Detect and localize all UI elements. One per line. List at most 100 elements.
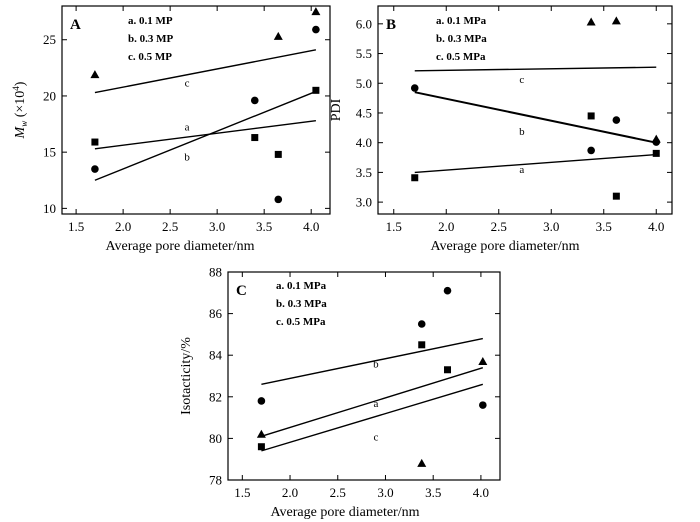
- y-axis-label-A: Mw (×104): [11, 81, 29, 139]
- data-point-square-C: [444, 366, 452, 374]
- x-tick-label-B: 3.0: [543, 219, 559, 234]
- panel-letter-C: C: [236, 283, 247, 299]
- fit-line-C-b: [261, 337, 483, 386]
- y-tick-label-A: 10: [43, 201, 56, 216]
- data-point-circle-C: [479, 401, 487, 409]
- x-tick-label-A: 2.0: [115, 219, 131, 234]
- y-tick-label-C: 88: [209, 265, 222, 280]
- data-point-triangle-B: [611, 16, 621, 25]
- data-point-circle-C: [443, 286, 452, 295]
- y-tick-label-C: 80: [209, 431, 222, 446]
- data-point-square-C: [257, 443, 265, 451]
- x-tick-label-B: 3.5: [596, 219, 612, 234]
- y-label-main: M: [13, 125, 28, 139]
- legend-entry-B: c. 0.5 MPa: [436, 51, 486, 63]
- data-point-square-B: [652, 149, 660, 157]
- data-point-square-B: [612, 192, 620, 200]
- y-tick-label-C: 78: [209, 473, 222, 488]
- data-point-circle-B: [587, 146, 595, 155]
- y-label-sub: w: [19, 121, 29, 127]
- x-tick-label-A: 3.0: [209, 219, 225, 234]
- y-tick-label-B: 3.0: [356, 195, 372, 210]
- x-tick-label-A: 4.0: [303, 219, 319, 234]
- fit-line-C-c: [261, 383, 484, 452]
- x-tick-label-A: 2.5: [162, 219, 178, 234]
- x-tick-label-C: 2.0: [282, 485, 298, 500]
- y-tick-label-A: 20: [43, 88, 56, 103]
- fit-line-label-A: c: [185, 77, 190, 89]
- fit-line-B-c: [414, 66, 657, 72]
- data-point-circle-A: [250, 96, 259, 105]
- fit-line-A-b: [94, 90, 317, 181]
- x-tick-label-B: 2.0: [438, 219, 454, 234]
- y-tick-label-C: 84: [209, 348, 223, 363]
- data-point-triangle-A: [90, 70, 100, 79]
- x-tick-label-C: 1.5: [234, 485, 250, 500]
- fit-line-C-a: [261, 367, 484, 437]
- fit-line-label-B: a: [519, 164, 524, 176]
- panel-C: 1.5 2.0 2.5 3.0 3.5 4.0 78 80 82 84 86 88 Average po…: [179, 265, 501, 520]
- fit-line-B-b: [414, 91, 657, 144]
- x-tick-label-B: 1.5: [386, 219, 402, 234]
- data-point-circle-C: [417, 320, 426, 328]
- legend-entry-C: a. 0.1 MPa: [276, 280, 327, 292]
- data-point-square-A: [251, 134, 259, 142]
- data-point-triangle-B: [586, 17, 596, 26]
- x-tick-label-A: 3.5: [256, 219, 272, 234]
- legend-entry-A: a. 0.1 MP: [128, 15, 173, 27]
- y-tick-label-C: 86: [209, 306, 223, 321]
- data-point-circle-A: [91, 165, 99, 173]
- fit-line-label-A: a: [185, 121, 190, 133]
- x-tick-label-C: 3.5: [425, 485, 441, 500]
- y-tick-label-A: 15: [43, 145, 56, 160]
- panel-A: 1.5 2.0 2.5 3.0 3.5 4.0 10 15 20 25 Average pore d…: [11, 5, 331, 254]
- legend-entry-C: c. 0.5 MPa: [276, 316, 326, 328]
- data-point-circle-A: [274, 195, 283, 204]
- plot-frame-B: [377, 5, 673, 215]
- y-tick-label-C: 82: [209, 389, 222, 404]
- x-axis-label-C: Average pore diameter/nm: [270, 505, 419, 520]
- y-tick-label-B: 4.0: [356, 135, 372, 150]
- panel-B: 1.5 2.0 2.5 3.0 3.5 4.0 3.0 3.5 4.0 4.5 5.0 5.5 6.0 A…: [329, 5, 673, 254]
- fit-line-label-B: c: [519, 74, 524, 86]
- data-point-square-C: [418, 341, 426, 349]
- legend-entry-B: b. 0.3 MPa: [436, 33, 487, 45]
- x-tick-label-B: 4.0: [648, 219, 664, 234]
- y-tick-label-B: 3.5: [356, 165, 372, 180]
- x-tick-label-C: 2.5: [330, 485, 346, 500]
- data-point-triangle-A: [311, 7, 321, 16]
- legend-entry-A: c. 0.5 MP: [128, 51, 172, 63]
- x-axis-label-A: Average pore diameter/nm: [105, 239, 254, 254]
- plot-frame-C: [227, 271, 501, 481]
- x-tick-label-B: 2.5: [491, 219, 507, 234]
- x-tick-label-C: 3.0: [377, 485, 393, 500]
- x-tick-label-A: 1.5: [68, 219, 84, 234]
- fit-line-label-C: c: [373, 431, 378, 443]
- y-tick-label-B: 6.0: [356, 16, 372, 31]
- data-point-square-A: [274, 150, 282, 158]
- y-axis-label-C: Isotacticity/%: [179, 337, 194, 415]
- y-tick-label-B: 5.5: [356, 46, 372, 61]
- data-point-triangle-C: [417, 458, 427, 467]
- legend-entry-A: b. 0.3 MP: [128, 33, 174, 45]
- data-point-circle-B: [612, 116, 621, 124]
- y-tick-label-B: 4.5: [356, 105, 372, 120]
- data-point-square-A: [312, 86, 320, 94]
- x-tick-label-C: 4.0: [473, 485, 489, 500]
- fit-line-B-a: [414, 153, 657, 174]
- data-point-circle-C: [257, 397, 266, 405]
- y-axis-label-B: PDI: [329, 98, 344, 121]
- x-axis-label-B: Average pore diameter/nm: [430, 239, 579, 254]
- fit-line-label-C: b: [373, 359, 379, 371]
- data-point-triangle-C: [256, 429, 266, 438]
- data-point-triangle-B: [651, 134, 661, 143]
- data-point-triangle-A: [273, 31, 283, 40]
- data-point-triangle-C: [478, 356, 488, 365]
- y-label-rest: (×10: [13, 91, 28, 121]
- y-tick-label-A: 25: [43, 32, 56, 47]
- y-label-sup: 4: [11, 86, 21, 91]
- fit-line-label-C: a: [373, 398, 378, 410]
- y-label-end: ): [13, 81, 28, 86]
- panel-letter-B: B: [386, 17, 396, 33]
